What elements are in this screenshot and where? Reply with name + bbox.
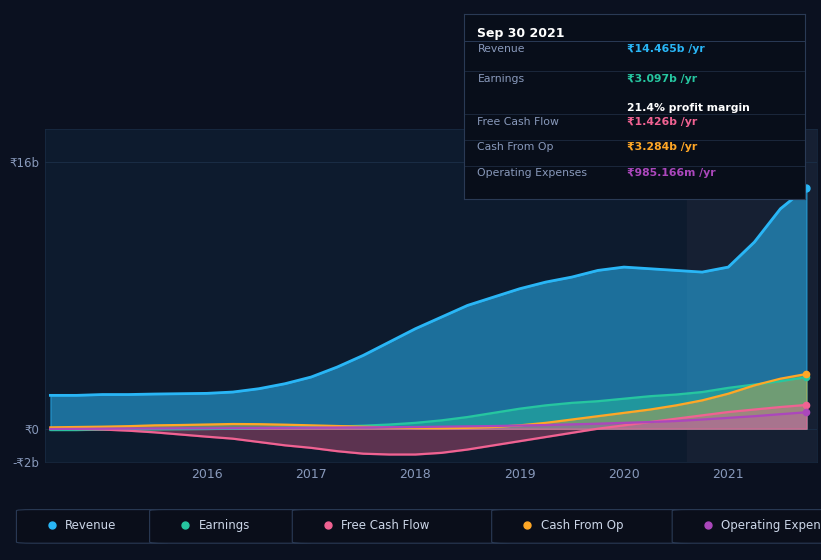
FancyBboxPatch shape: [16, 510, 169, 543]
Text: Operating Expenses: Operating Expenses: [721, 519, 821, 532]
Text: Operating Expenses: Operating Expenses: [478, 169, 588, 178]
Text: Earnings: Earnings: [478, 74, 525, 84]
Text: Revenue: Revenue: [66, 519, 117, 532]
Text: Sep 30 2021: Sep 30 2021: [478, 27, 565, 40]
Bar: [686, 129, 817, 462]
FancyBboxPatch shape: [292, 510, 511, 543]
Text: ₹1.426b /yr: ₹1.426b /yr: [627, 116, 698, 127]
FancyBboxPatch shape: [149, 510, 312, 543]
Text: ₹3.097b /yr: ₹3.097b /yr: [627, 74, 698, 84]
FancyBboxPatch shape: [492, 510, 692, 543]
Text: Cash From Op: Cash From Op: [478, 142, 554, 152]
Text: Free Cash Flow: Free Cash Flow: [478, 116, 559, 127]
Text: Free Cash Flow: Free Cash Flow: [342, 519, 429, 532]
Text: 21.4% profit margin: 21.4% profit margin: [627, 102, 750, 113]
Text: Earnings: Earnings: [199, 519, 250, 532]
Text: ₹985.166m /yr: ₹985.166m /yr: [627, 169, 716, 178]
Text: Cash From Op: Cash From Op: [540, 519, 623, 532]
Text: ₹3.284b /yr: ₹3.284b /yr: [627, 142, 698, 152]
Text: Revenue: Revenue: [478, 44, 525, 54]
FancyBboxPatch shape: [672, 510, 821, 543]
Text: ₹14.465b /yr: ₹14.465b /yr: [627, 44, 705, 54]
